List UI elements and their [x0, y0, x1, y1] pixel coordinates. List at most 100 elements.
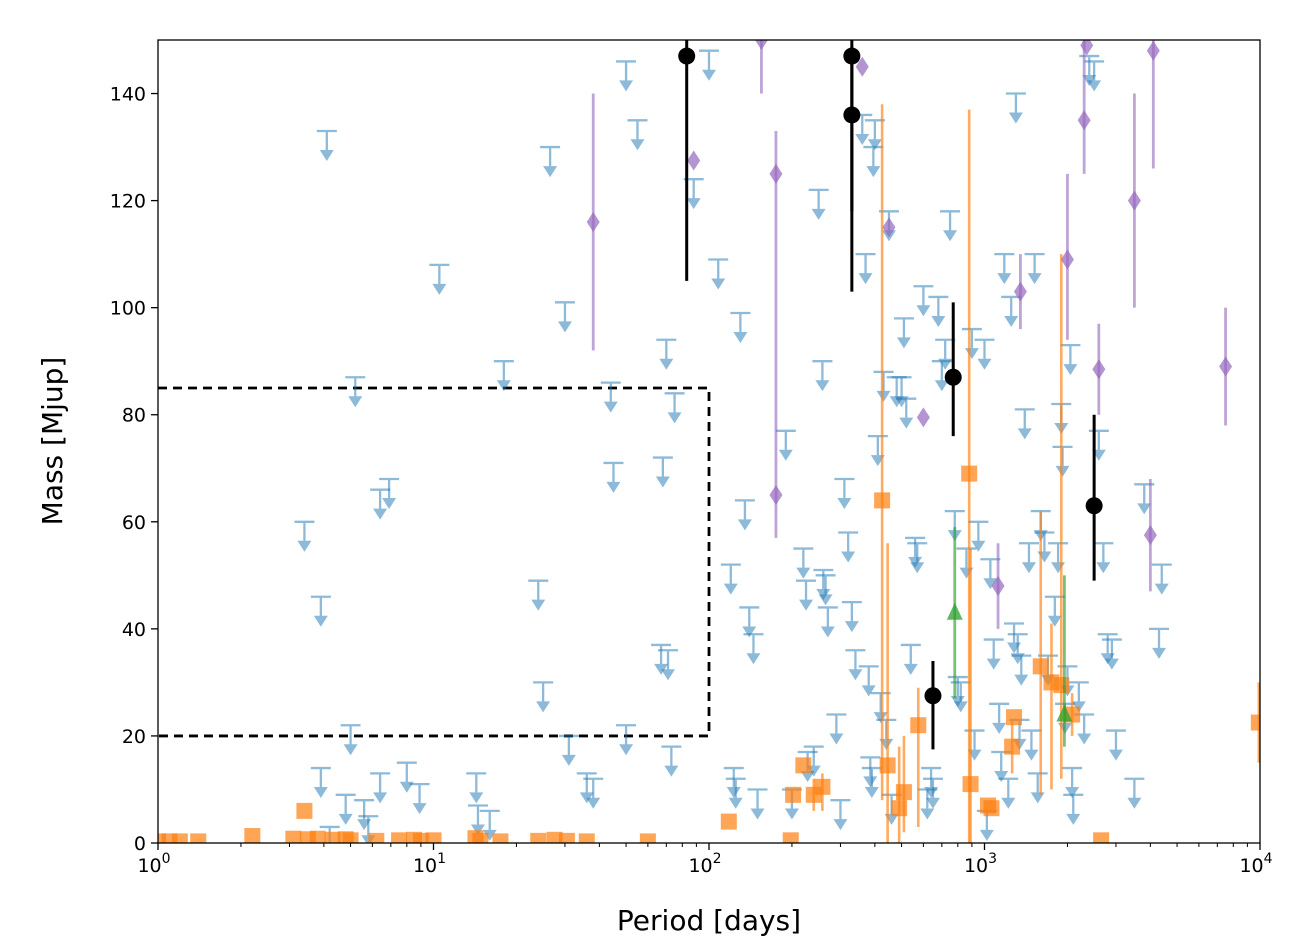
upper-limit-arrow — [664, 392, 685, 424]
square-point — [285, 830, 302, 843]
upper-limit-arrow — [1011, 654, 1032, 686]
square-point — [1093, 832, 1110, 843]
diamond-point — [991, 576, 1005, 597]
y-tick-label: 60 — [122, 512, 146, 534]
circle-point — [1085, 497, 1103, 515]
limit-arrowhead — [469, 792, 484, 804]
square-point — [558, 832, 575, 843]
upper-limit-arrow — [1018, 542, 1039, 574]
limit-arrowhead — [983, 578, 998, 590]
limit-arrowhead — [992, 722, 1007, 734]
upper-limit-arrow — [1084, 60, 1105, 92]
square-point — [814, 778, 831, 795]
limit-arrowhead — [664, 765, 679, 777]
square-point — [492, 833, 509, 843]
limit-arrowhead — [1077, 733, 1092, 745]
limit-arrowhead — [726, 787, 741, 799]
limit-arrowhead — [1047, 615, 1062, 627]
limit-arrowhead — [1063, 364, 1078, 376]
limit-arrowhead — [723, 583, 738, 595]
limit-arrowhead — [619, 744, 634, 756]
y-tick-label: 140 — [110, 84, 146, 106]
limit-arrowhead — [313, 787, 328, 799]
upper-limit-arrow — [658, 649, 679, 681]
upper-limit-arrow — [540, 145, 561, 178]
upper-limit-arrow — [808, 188, 829, 220]
upper-limit-arrow — [983, 638, 1004, 670]
limit-arrowhead — [896, 337, 911, 349]
square-point — [879, 757, 896, 774]
upper-limit-arrow — [974, 338, 995, 370]
upper-limit-arrow — [409, 782, 430, 815]
upper-limit-arrow — [661, 745, 682, 777]
upper-limit-arrow — [793, 547, 814, 579]
square-point — [324, 831, 341, 843]
limit-arrowhead — [858, 273, 873, 285]
square-point — [425, 832, 442, 843]
upper-limit-arrow — [734, 499, 755, 531]
upper-limit-arrow — [855, 252, 876, 285]
upper-limit-arrow — [370, 772, 391, 804]
y-axis-title: Mass [Mjup] — [36, 357, 69, 526]
upper-limit-arrow — [294, 520, 315, 552]
upper-limit-arrow — [725, 777, 746, 809]
upper-limit-arrow — [1124, 777, 1145, 809]
limit-arrowhead — [841, 551, 856, 563]
limit-arrowhead — [876, 390, 891, 402]
diamond-point — [1092, 359, 1106, 380]
upper-limit-arrow — [845, 649, 866, 681]
upper-limit-arrow — [467, 804, 488, 836]
limit-arrowhead — [630, 139, 645, 151]
upper-limit-arrow — [861, 766, 882, 799]
limit-arrowhead — [742, 626, 757, 638]
square-point — [171, 833, 188, 843]
limit-arrowhead — [343, 744, 358, 756]
limit-arrowhead — [977, 358, 992, 370]
limit-arrowhead — [873, 712, 888, 724]
limit-arrowhead — [1021, 562, 1036, 574]
upper-limit-arrow — [603, 461, 624, 493]
limit-arrowhead — [818, 594, 833, 606]
upper-limit-arrow — [896, 397, 917, 429]
limit-arrowhead — [855, 133, 870, 145]
square-point — [910, 717, 927, 734]
x-tick-label: 104 — [1239, 851, 1272, 877]
upper-limit-arrow — [1027, 772, 1048, 804]
limit-arrowhead — [603, 401, 618, 413]
limit-arrowhead — [531, 599, 546, 611]
upper-limit-arrow — [1101, 638, 1122, 670]
limit-arrowhead — [373, 508, 388, 520]
limit-arrowhead — [750, 808, 765, 820]
upper-limit-arrow — [913, 285, 934, 317]
limit-arrowhead — [866, 166, 881, 178]
limit-arrowhead — [412, 803, 427, 815]
upper-limit-arrow — [739, 606, 760, 638]
limit-arrowhead — [659, 358, 674, 370]
limit-arrowhead — [971, 540, 986, 552]
limit-arrowhead — [863, 776, 878, 788]
square-point — [309, 830, 326, 843]
limit-arrowhead — [778, 449, 793, 461]
upper-limit-arrow — [340, 724, 361, 756]
limit-arrowhead — [1014, 674, 1029, 686]
square-point — [244, 828, 261, 843]
diamond-point — [769, 485, 783, 506]
y-tick-label: 0 — [134, 833, 146, 855]
upper-limit-arrow — [815, 574, 836, 606]
limit-arrowhead — [796, 567, 811, 579]
square-point — [299, 831, 316, 843]
data-marks — [158, 40, 1260, 843]
upper-limit-arrow — [316, 129, 337, 162]
upper-limit-arrow — [830, 799, 851, 831]
upper-limit-arrow — [817, 606, 838, 638]
upper-limit-arrow — [1062, 766, 1083, 799]
limit-arrowhead — [1152, 647, 1167, 659]
diamond-point — [687, 150, 701, 171]
dashed-region-box — [158, 386, 711, 738]
limit-arrowhead — [1027, 273, 1042, 285]
upper-limit-arrow — [796, 579, 817, 611]
diamond-point — [1127, 190, 1141, 211]
upper-limit-arrow — [1151, 563, 1172, 595]
limit-arrowhead — [1104, 658, 1119, 670]
upper-limit-arrow — [900, 643, 921, 675]
